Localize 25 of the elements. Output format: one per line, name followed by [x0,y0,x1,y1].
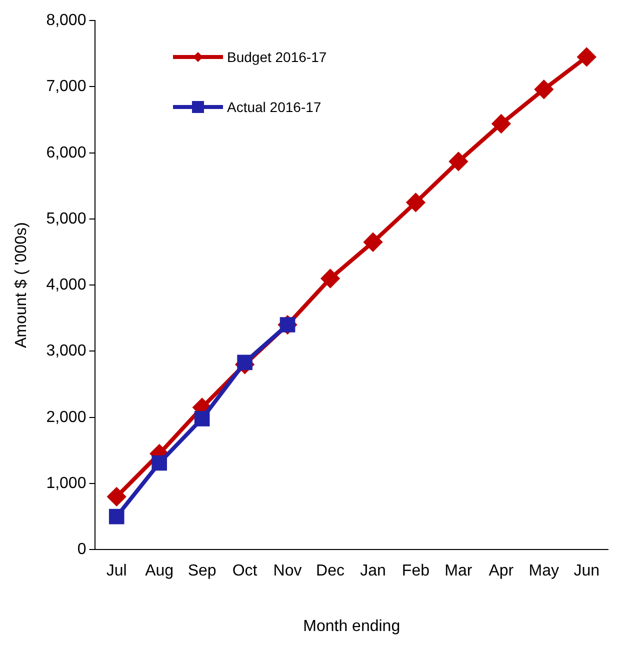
x-tick-label: Apr [488,562,514,580]
y-tick-label: 1,000 [46,474,86,492]
x-tick-label: Nov [273,562,302,580]
x-tick-label: Mar [444,562,473,580]
y-tick-label: 2,000 [46,408,86,426]
x-tick-label: Feb [402,562,430,580]
y-tick-label: 0 [77,541,86,558]
legend-label: Actual 2016-17 [227,99,322,115]
x-tick-label: Oct [232,562,258,580]
y-axis-title: Amount $ ( '000s) [13,222,30,348]
x-tick-label: Dec [316,562,344,580]
y-tick-label: 6,000 [46,144,86,162]
x-tick-label: Aug [145,562,174,580]
x-tick-label: May [528,562,560,580]
y-tick-label: 5,000 [46,210,86,228]
x-axis-title: Month ending [303,618,400,635]
y-tick-label: 3,000 [46,342,86,360]
x-tick-label: Jun [574,562,600,580]
legend-label: Budget 2016-17 [227,49,327,65]
x-tick-label: Sep [188,562,216,580]
x-tick-label: Jul [106,562,127,580]
y-tick-label: 7,000 [46,78,86,96]
y-tick-label: 8,000 [46,12,86,30]
x-tick-label: Jan [360,562,386,580]
y-tick-label: 4,000 [46,276,86,294]
